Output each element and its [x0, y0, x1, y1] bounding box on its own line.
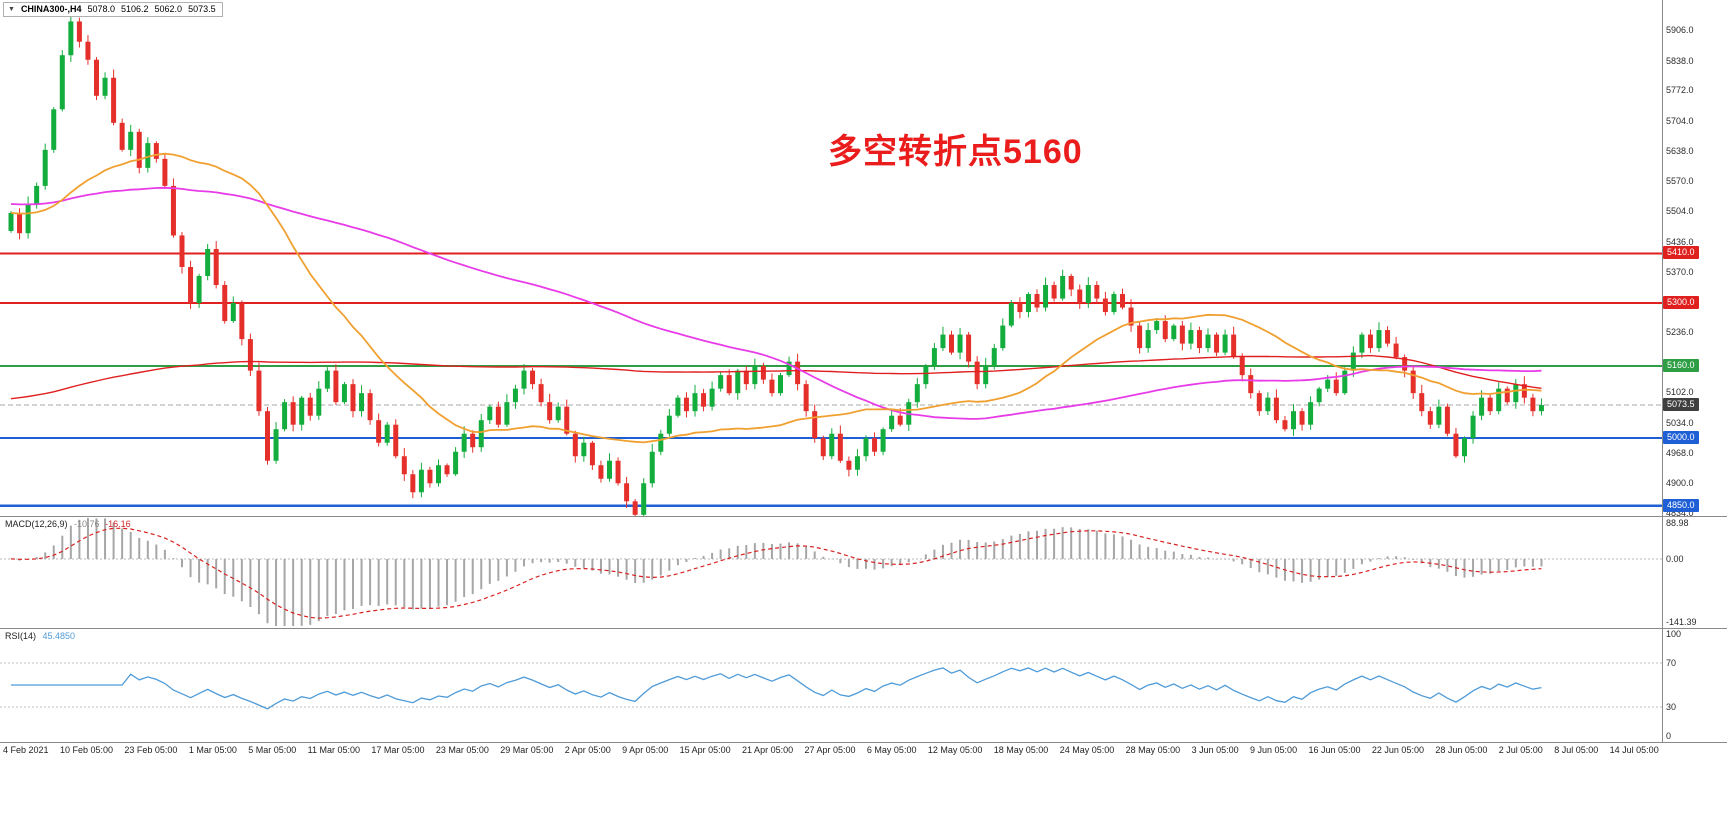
price-tick: 5436.0	[1666, 236, 1694, 247]
price-tick: 5838.0	[1666, 55, 1694, 66]
price-tick: 5370.0	[1666, 266, 1694, 277]
rsi-axis-70: 70	[1666, 658, 1677, 668]
ohlc-close-value: 5073.5	[188, 4, 216, 14]
ohlc-open-value: 5078.0	[87, 4, 115, 14]
rsi-indicator-label: RSI(14) 45.4850	[5, 631, 75, 641]
time-axis-label: 15 Apr 05:00	[679, 745, 731, 755]
time-axis-label: 23 Mar 05:00	[435, 745, 489, 755]
time-axis-label: 2 Apr 05:00	[564, 745, 611, 755]
time-axis-label: 1 Mar 05:00	[188, 745, 237, 755]
price-tick: 5102.0	[1666, 387, 1694, 398]
price-tick: 5236.0	[1666, 326, 1694, 337]
chart-dropdown-arrow-icon[interactable]: ▼	[8, 5, 15, 13]
time-axis-label: 8 Jul 05:00	[1554, 745, 1599, 755]
macd-signal-value: -16.16	[105, 519, 131, 529]
ma-medium-orange	[10, 152, 1542, 444]
time-axis-label: 17 Mar 05:00	[371, 745, 425, 755]
price-line-badge: 5300.0	[1663, 296, 1699, 310]
macd-panel[interactable]	[0, 516, 1662, 628]
time-axis-label: 29 Mar 05:00	[500, 745, 554, 755]
rsi-axis-100: 100	[1666, 629, 1682, 639]
time-axis-label: 4 Feb 2021	[3, 745, 49, 755]
panel-separator[interactable]	[0, 516, 1727, 517]
macd-name: MACD(12,26,9)	[5, 519, 68, 529]
price-tick: 5504.0	[1666, 206, 1694, 217]
price-tick: 5638.0	[1666, 145, 1694, 156]
time-axis-label: 10 Feb 05:00	[59, 745, 113, 755]
price-tick: 5704.0	[1666, 116, 1694, 126]
price-line-badge: 4850.0	[1663, 498, 1699, 512]
macd-axis-zero: 0.00	[1666, 553, 1684, 564]
symbol-info-box: ▼ CHINA300-,H4 5078.0 5106.2 5062.0 5073…	[3, 2, 223, 17]
time-axis-label: 3 Jun 05:00	[1191, 745, 1239, 755]
time-axis-label: 5 Mar 05:00	[248, 745, 297, 755]
time-axis-label: 9 Apr 05:00	[622, 745, 669, 755]
chart-annotation: 多空转折点5160	[828, 133, 1083, 171]
price-tick: 5034.0	[1666, 417, 1694, 428]
time-axis-label: 28 Jun 05:00	[1435, 745, 1488, 755]
rsi-panel[interactable]	[0, 628, 1662, 742]
time-axis-label: 23 Feb 05:00	[124, 745, 178, 755]
panel-separator	[0, 742, 1727, 743]
ma-slow-red	[10, 354, 1542, 400]
time-axis-label: 2 Jul 05:00	[1498, 745, 1543, 755]
time-axis-label: 9 Jun 05:00	[1250, 745, 1298, 755]
price-line-badge: 5160.0	[1663, 359, 1699, 373]
time-axis[interactable]: 4 Feb 2021 10 Feb 05:00 23 Feb 05:00 1 Mar …	[0, 745, 1662, 755]
time-axis-label: 12 May 05:00	[927, 745, 983, 755]
time-axis-label: 14 Jul 05:00	[1609, 745, 1659, 755]
symbol-timeframe-label: CHINA300-,H4	[20, 4, 82, 14]
current-price-badge: 5073.5	[1663, 398, 1699, 412]
time-axis-label: 16 Jun 05:00	[1308, 745, 1361, 755]
price-tick: 5772.0	[1666, 85, 1694, 96]
price-tick: 5570.0	[1666, 176, 1694, 187]
rsi-name: RSI(14)	[5, 631, 37, 641]
time-axis-label: 6 May 05:00	[866, 745, 917, 755]
macd-main-value: -10.76	[74, 519, 100, 529]
time-axis-label: 18 May 05:00	[993, 745, 1049, 755]
price-line-badge: 5000.0	[1663, 431, 1699, 445]
rsi-axis-0: 0	[1666, 731, 1672, 741]
price-tick: 4968.0	[1666, 447, 1694, 458]
panel-separator[interactable]	[0, 628, 1727, 629]
time-axis-label: 21 Apr 05:00	[742, 745, 794, 755]
price-axis-separator	[1662, 0, 1663, 742]
price-tick: 5906.0	[1666, 25, 1694, 35]
ohlc-high-value: 5106.2	[121, 4, 149, 14]
time-axis-label: 11 Mar 05:00	[307, 745, 361, 755]
macd-axis-max: 88.98	[1666, 518, 1689, 528]
time-axis-label: 22 Jun 05:00	[1371, 745, 1424, 755]
time-axis-label: 27 Apr 05:00	[804, 745, 856, 755]
time-axis-label: 24 May 05:00	[1059, 745, 1115, 755]
macd-axis-min: -141.39	[1666, 617, 1697, 627]
rsi-value: 45.4850	[42, 631, 76, 641]
price-tick: 4900.0	[1666, 478, 1694, 489]
ohlc-low-value: 5062.0	[154, 4, 183, 14]
time-axis-label: 28 May 05:00	[1125, 745, 1181, 755]
main-price-chart[interactable]	[0, 0, 1662, 516]
macd-indicator-label: MACD(12,26,9) -10.76 -16.16	[5, 519, 131, 529]
price-line-badge: 5410.0	[1663, 246, 1699, 260]
price-tick: 4834.0	[1666, 508, 1694, 518]
rsi-axis-30: 30	[1666, 702, 1677, 712]
